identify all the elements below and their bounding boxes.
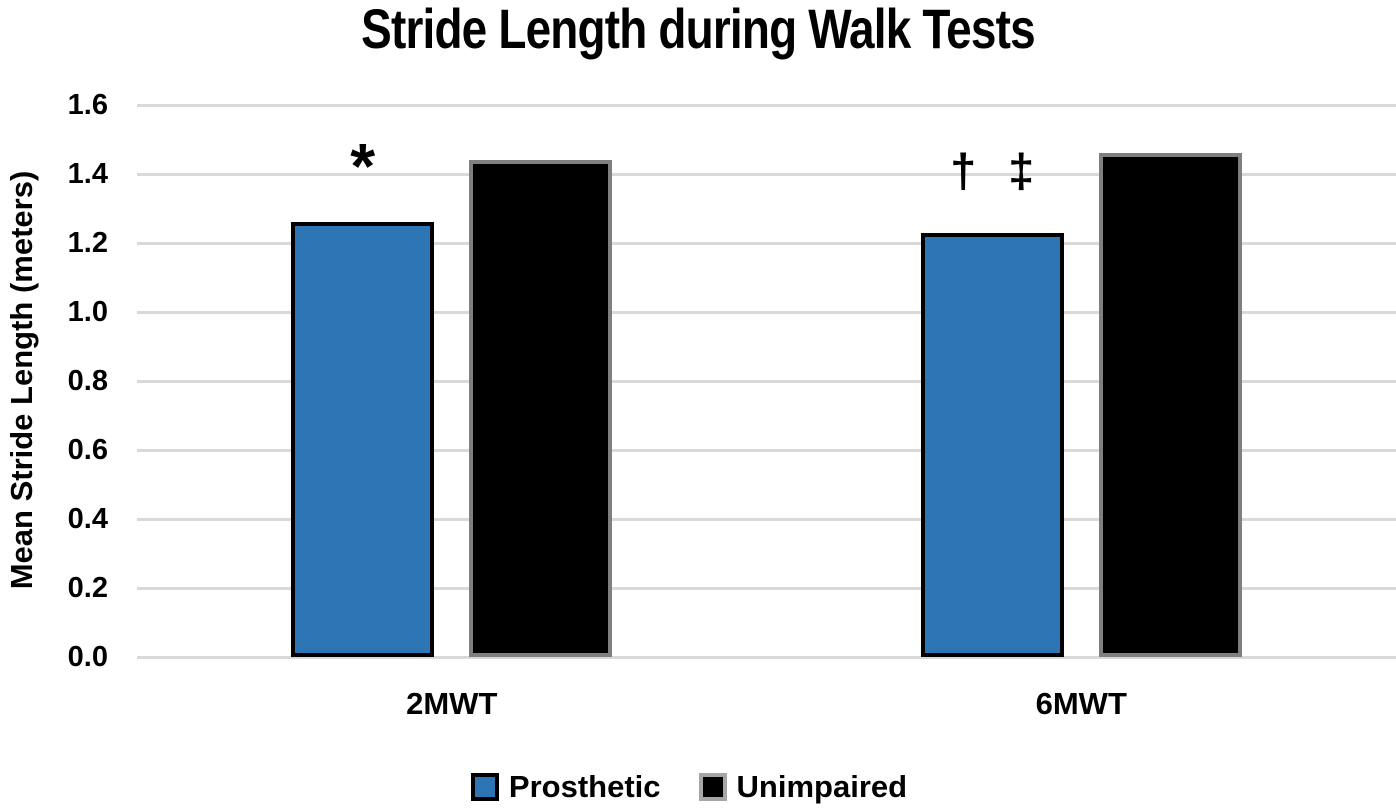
x-category-label-6mwt: 6MWT [1035, 686, 1127, 721]
y-tick-label-1.0: 1.0 [67, 296, 108, 328]
legend-swatch-prosthetic [470, 773, 499, 801]
legend-label-prosthetic: Prosthetic [508, 769, 661, 804]
legend-swatch-unimpaired [698, 773, 727, 801]
legend: Prosthetic Unimpaired [0, 768, 1396, 806]
y-tick-label-1.6: 1.6 [67, 89, 108, 121]
gridline-y-1.0 [137, 310, 1396, 314]
legend-item-unimpaired: Unimpaired [698, 769, 908, 805]
y-tick-label-0.0: 0.0 [67, 641, 108, 673]
gridline-y-0.0 [137, 655, 1396, 659]
gridline-y-0.8 [137, 379, 1396, 383]
chart-title: Stride Length during Walk Tests [361, 0, 1035, 60]
gridline-y-1.6 [137, 103, 1396, 107]
gridline-y-0.2 [137, 586, 1396, 590]
y-tick-label-0.4: 0.4 [67, 503, 108, 535]
bar-6mwt-unimpaired [1098, 153, 1242, 657]
y-tick-label-0.2: 0.2 [67, 572, 108, 604]
gridline-y-0.6 [137, 448, 1396, 452]
bar-2mwt-prosthetic [291, 222, 435, 657]
gridline-y-0.4 [137, 517, 1396, 521]
y-axis-title: Mean Stride Length (meters) [4, 170, 39, 590]
y-tick-label-1.2: 1.2 [67, 227, 108, 259]
y-tick-label-1.4: 1.4 [67, 158, 108, 190]
gridline-y-1.2 [137, 241, 1396, 245]
legend-label-unimpaired: Unimpaired [736, 769, 908, 804]
bar-2mwt-unimpaired [469, 160, 613, 657]
y-tick-label-0.8: 0.8 [67, 365, 108, 397]
annotation-double-dagger-6mwt: ‡ [1008, 143, 1035, 197]
bar-6mwt-prosthetic [920, 232, 1064, 657]
annotation-dagger-6mwt: † [950, 143, 977, 197]
x-category-label-2mwt: 2MWT [406, 686, 498, 721]
y-tick-label-0.6: 0.6 [67, 434, 108, 466]
gridline-y-1.4 [137, 172, 1396, 176]
legend-item-prosthetic: Prosthetic [470, 769, 661, 805]
annotation-asterisk-2mwt: * [350, 130, 376, 203]
